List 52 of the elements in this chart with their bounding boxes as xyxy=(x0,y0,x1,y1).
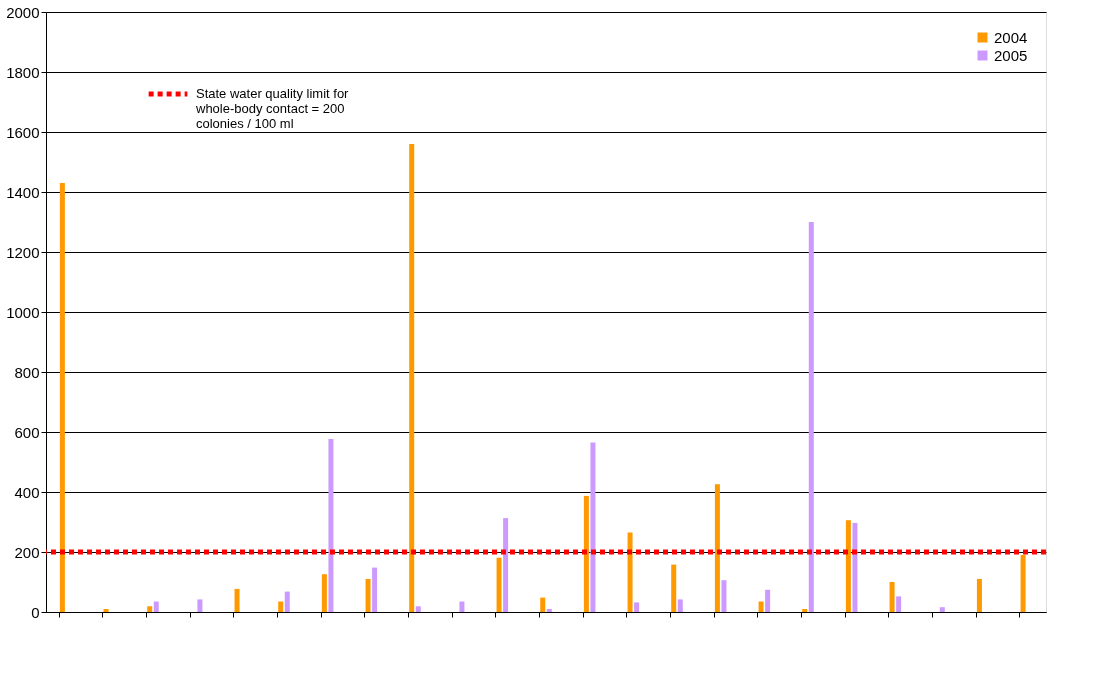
bar xyxy=(939,607,945,612)
bar xyxy=(677,599,683,612)
bar xyxy=(365,579,371,612)
y-tick-label: 400 xyxy=(14,483,40,501)
bar xyxy=(197,599,203,612)
bar xyxy=(896,596,902,612)
bar xyxy=(627,532,633,612)
bar xyxy=(590,442,596,612)
bar xyxy=(415,606,421,612)
y-tick-label: 800 xyxy=(14,363,40,381)
bar xyxy=(546,609,552,612)
bar xyxy=(852,522,858,612)
bar xyxy=(540,597,546,612)
y-tick-label: 1800 xyxy=(6,63,40,81)
bar xyxy=(503,518,509,612)
bar xyxy=(59,183,65,612)
bar xyxy=(234,588,240,612)
bar xyxy=(1020,555,1026,612)
y-tick-label: 1200 xyxy=(6,243,40,261)
bar xyxy=(372,567,378,612)
legend-label: 2005 xyxy=(994,46,1028,64)
bar xyxy=(147,606,153,612)
bar xyxy=(802,609,808,612)
bar xyxy=(284,591,290,612)
y-tick-label: 1000 xyxy=(6,303,40,321)
bar xyxy=(765,589,771,612)
bar xyxy=(278,601,284,612)
bar xyxy=(103,609,109,612)
bar xyxy=(671,564,677,612)
bar xyxy=(889,582,895,612)
bar xyxy=(634,602,640,612)
y-tick-label: 2000 xyxy=(6,3,40,21)
bar xyxy=(153,601,159,612)
y-tick-label: 1600 xyxy=(6,123,40,141)
bar xyxy=(409,144,415,612)
y-tick-label: 1400 xyxy=(6,183,40,201)
bar xyxy=(758,601,764,612)
bar xyxy=(583,495,589,612)
bar xyxy=(721,580,727,612)
bar xyxy=(321,574,327,612)
bar xyxy=(976,579,982,612)
bar xyxy=(714,484,720,612)
y-tick-label: 0 xyxy=(31,603,40,621)
bar xyxy=(808,222,814,612)
legend-label: 2004 xyxy=(994,28,1028,46)
bar xyxy=(845,520,851,612)
y-tick-label: 200 xyxy=(14,543,40,561)
bar xyxy=(496,557,502,612)
legend-label: State water quality limit for whole-body contact = 200 colonies / 100 ml xyxy=(195,86,350,131)
bar xyxy=(459,601,465,612)
bar xyxy=(328,438,334,612)
y-tick-label: 600 xyxy=(14,423,40,441)
